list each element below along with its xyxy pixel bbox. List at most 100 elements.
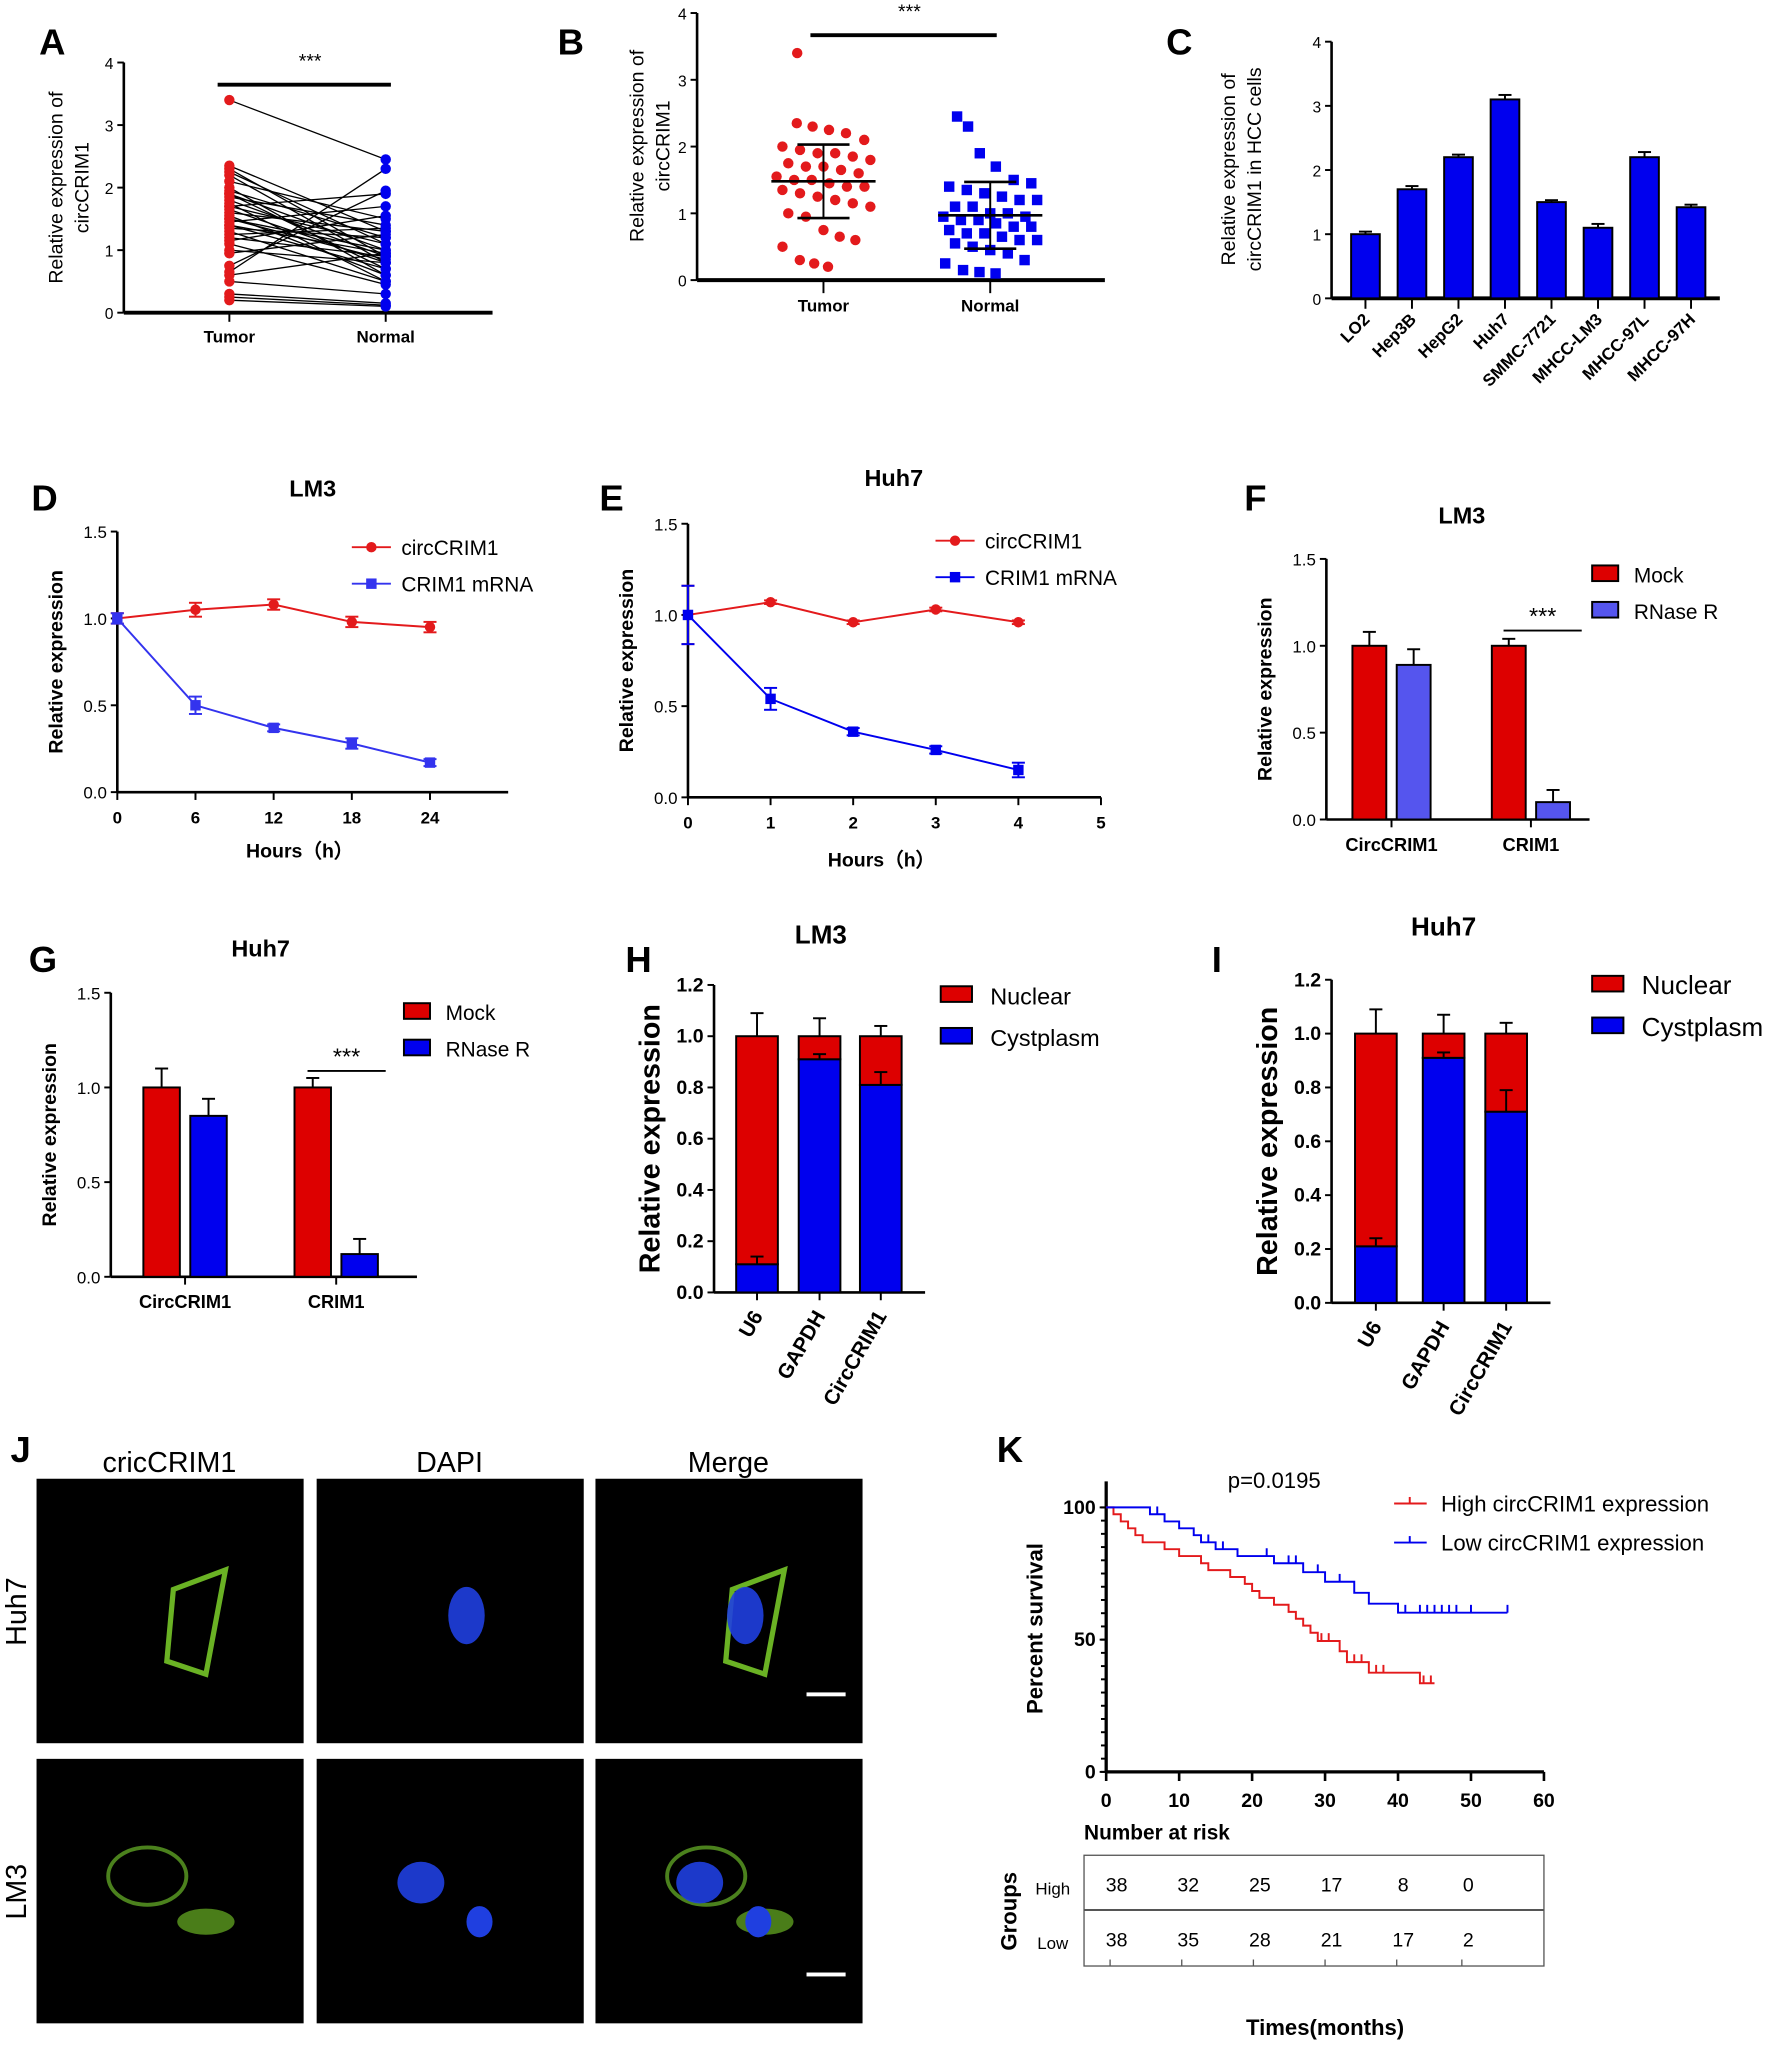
y-tick-label: 1.0 <box>676 1026 703 1048</box>
x-tick-label: 12 <box>264 808 283 827</box>
bar-cystplasm <box>735 1263 779 1294</box>
tumor-point <box>807 121 818 132</box>
y-tick-label: 0.5 <box>1292 724 1316 743</box>
bar-rnase-r <box>340 1253 379 1278</box>
risk-count: 38 <box>1106 1929 1128 1951</box>
normal-point <box>949 201 961 212</box>
p-value: p=0.0195 <box>1228 1468 1321 1493</box>
normal-point <box>961 228 972 239</box>
scale-bar <box>806 1972 846 1977</box>
tumor-point <box>840 128 852 139</box>
pair-line <box>229 293 386 304</box>
row-label: Huh7 <box>1 1577 33 1646</box>
cytoplasm-signal <box>164 1565 229 1678</box>
y-tick-label: 2 <box>1312 164 1321 181</box>
normal-point <box>990 218 1002 229</box>
pair-line <box>229 99 386 161</box>
bar-huh7 <box>1489 98 1521 300</box>
normal-point <box>973 214 984 226</box>
tumor-point <box>788 174 800 186</box>
tumor-point <box>224 276 235 287</box>
y-tick-label: 1.5 <box>83 523 107 542</box>
legend-swatch <box>402 1002 431 1020</box>
x-tick-label: CircCRIM1 <box>1444 1317 1517 1420</box>
x-tick-label: 10 <box>1168 1790 1190 1812</box>
panel-label: E <box>599 478 623 519</box>
tumor-point <box>829 148 841 159</box>
normal-point <box>939 258 951 269</box>
x-tick-label: 60 <box>1533 1790 1555 1812</box>
pair-line <box>229 171 386 245</box>
normal-point <box>951 111 963 122</box>
tumor-point <box>818 224 829 236</box>
nucleus-signal <box>676 1861 724 1904</box>
series-line-1 <box>687 614 1019 771</box>
tumor-point <box>847 198 858 209</box>
nucleus-signal <box>727 1586 764 1645</box>
legend-label: Mock <box>446 1002 496 1025</box>
y-tick-label: 1.2 <box>1294 969 1321 991</box>
pair-line <box>229 193 386 208</box>
pair-line <box>229 227 386 236</box>
x-tick-label: HepG2 <box>1415 310 1467 362</box>
nucleus-signal <box>745 1906 772 1938</box>
y-tick-label: 1.0 <box>83 610 107 629</box>
normal-point <box>938 211 949 222</box>
y-tick-label: 0.5 <box>654 698 678 717</box>
tumor-point <box>783 158 794 169</box>
microscopy-image-criccrim1-huh7 <box>36 1478 304 1744</box>
x-tick-label: CRIM1 <box>1503 834 1560 855</box>
x-tick-label: Hep3B <box>1369 310 1420 361</box>
y-tick-label: 0.5 <box>83 697 107 716</box>
y-tick-label: 0.8 <box>1294 1077 1321 1099</box>
tumor-point <box>834 231 845 242</box>
tumor-point <box>224 94 235 106</box>
legend-swatch <box>1591 974 1625 993</box>
risk-count: 0 <box>1463 1875 1474 1897</box>
y-axis-label: circCRIM1 <box>653 100 675 191</box>
normal-point <box>974 148 986 159</box>
y-tick-label: 0.6 <box>1294 1131 1321 1153</box>
x-tick-label: CRIM1 <box>308 1291 365 1312</box>
x-tick-label: GAPDH <box>773 1307 831 1384</box>
normal-point <box>961 184 972 196</box>
tumor-point <box>824 178 835 189</box>
bar-mock <box>1351 644 1388 821</box>
y-tick-label: 1.5 <box>1292 550 1316 569</box>
x-tick-label: 4 <box>1014 814 1024 833</box>
x-axis-label: Hours（h） <box>246 839 353 862</box>
tumor-point <box>812 148 823 159</box>
x-tick-label: 40 <box>1387 1790 1409 1812</box>
y-tick-label: 0.2 <box>1294 1239 1321 1261</box>
row-label: LM3 <box>1 1864 33 1920</box>
bar-rnase-r <box>1535 801 1571 821</box>
legend-label: Cystplasm <box>1642 1012 1764 1042</box>
tumor-point <box>794 254 806 266</box>
tumor-point <box>829 194 841 206</box>
tumor-point <box>847 151 858 162</box>
normal-point <box>967 201 978 212</box>
y-tick-label: 100 <box>1063 1497 1096 1519</box>
nucleus-signal <box>466 1906 493 1938</box>
y-tick-label: 1.0 <box>77 1079 101 1098</box>
data-point <box>930 744 941 756</box>
data-point <box>765 693 776 705</box>
survival-curve-high <box>1106 1506 1435 1685</box>
legend-swatch <box>939 985 973 1003</box>
cytoplasm-signal <box>722 1565 788 1678</box>
data-point <box>424 621 436 633</box>
significance-label: *** <box>333 1043 360 1069</box>
y-axis-label: circCRIM1 <box>72 142 94 233</box>
y-tick-label: 0.0 <box>654 789 678 808</box>
pair-line <box>229 236 386 258</box>
tumor-point <box>806 174 817 186</box>
y-tick-label: 0.5 <box>77 1174 101 1193</box>
legend-marker <box>366 578 377 589</box>
data-point <box>112 613 123 624</box>
tumor-point <box>800 161 812 172</box>
y-tick-label: 1 <box>1312 228 1321 245</box>
pair-line <box>229 168 387 273</box>
legend-label: CRIM1 mRNA <box>401 573 533 596</box>
data-point <box>682 609 694 621</box>
x-tick-label: 5 <box>1096 814 1105 833</box>
